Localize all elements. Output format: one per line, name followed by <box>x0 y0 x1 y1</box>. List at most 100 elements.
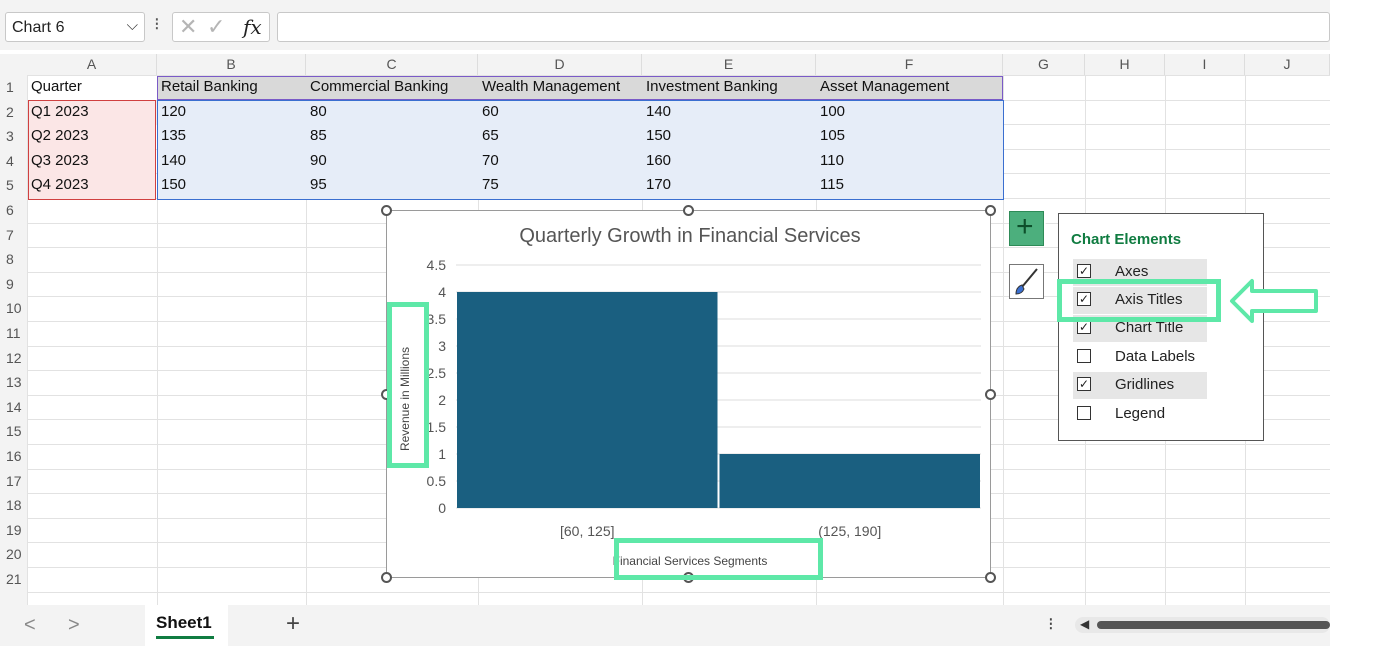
chart-title[interactable]: Quarterly Growth in Financial Services <box>519 225 860 247</box>
row-header-9[interactable]: 9 <box>0 271 27 297</box>
tab-sheet1[interactable]: Sheet1 <box>145 605 228 646</box>
add-sheet-button[interactable]: + <box>286 610 301 637</box>
cell[interactable]: Wealth Management <box>482 78 621 95</box>
cell[interactable]: 140 <box>161 151 187 169</box>
cell[interactable]: 170 <box>646 176 672 194</box>
more-options-icon[interactable]: ⁝ <box>154 14 160 34</box>
column-header-b[interactable]: B <box>157 54 306 75</box>
cell[interactable]: 85 <box>310 127 327 145</box>
cell[interactable]: 65 <box>482 127 499 145</box>
cell[interactable]: 110 <box>820 151 844 169</box>
resize-handle[interactable] <box>985 205 996 216</box>
chart-element-option[interactable]: Data Labels <box>1073 344 1207 371</box>
column-header-h[interactable]: H <box>1085 54 1165 75</box>
resize-handle[interactable] <box>683 205 694 216</box>
row-header-21[interactable]: 21 <box>0 567 27 592</box>
column-header-j[interactable]: J <box>1245 54 1330 75</box>
row-header-16[interactable]: 16 <box>0 444 27 469</box>
row-header-6[interactable]: 6 <box>0 198 27 223</box>
name-box[interactable]: Chart 6 ⌵ <box>5 12 145 42</box>
cell[interactable]: 90 <box>310 151 327 169</box>
row-header-17[interactable]: 17 <box>0 468 27 494</box>
chart-elements-button[interactable]: + <box>1009 210 1044 246</box>
column-header-i[interactable]: I <box>1165 54 1245 75</box>
cell[interactable]: 105 <box>820 127 846 145</box>
cell[interactable]: Investment Banking <box>646 78 778 95</box>
cell[interactable]: 115 <box>820 176 844 194</box>
cell[interactable]: Q1 2023 <box>31 102 89 120</box>
row-header-18[interactable]: 18 <box>0 493 27 518</box>
row-header-7[interactable]: 7 <box>0 222 27 248</box>
cell[interactable]: Q3 2023 <box>31 151 89 169</box>
checkbox-checked-icon[interactable]: ✓ <box>1077 264 1091 278</box>
tab-nav-prev[interactable]: < <box>24 614 36 636</box>
column-header-a[interactable]: A <box>27 54 157 75</box>
bar[interactable] <box>719 454 981 508</box>
more-options-icon[interactable]: ⁝ <box>1048 614 1054 634</box>
column-header-g[interactable]: G <box>1003 54 1085 75</box>
chart-object[interactable]: Quarterly Growth in Financial Services 0… <box>381 205 996 583</box>
cell[interactable]: 70 <box>482 151 499 169</box>
formula-input[interactable] <box>277 12 1330 42</box>
cell[interactable]: Retail Banking <box>161 78 258 95</box>
checkbox-unchecked-icon[interactable] <box>1077 349 1091 363</box>
column-header-e[interactable]: E <box>642 54 816 75</box>
resize-handle[interactable] <box>381 572 392 583</box>
chart-element-option[interactable]: Legend <box>1073 401 1207 428</box>
row-header-12[interactable]: 12 <box>0 345 27 371</box>
row-header-2[interactable]: 2 <box>0 99 27 125</box>
row-header-15[interactable]: 15 <box>0 419 27 444</box>
chart-element-option[interactable]: ✓ Gridlines <box>1073 372 1207 399</box>
x-axis-title[interactable]: Financial Services Segments <box>613 554 768 568</box>
row-header-20[interactable]: 20 <box>0 542 27 567</box>
cell[interactable]: 75 <box>482 176 499 194</box>
enter-icon[interactable]: ✓ <box>207 14 226 39</box>
cell[interactable]: Commercial Banking <box>310 78 449 95</box>
cell[interactable]: 80 <box>310 102 327 120</box>
horizontal-scrollbar[interactable]: ◀ <box>1075 617 1330 633</box>
chevron-down-icon[interactable]: ⌵ <box>126 17 138 34</box>
cell[interactable]: 150 <box>161 176 187 194</box>
tab-nav-next[interactable]: > <box>68 614 80 636</box>
checkbox-checked-icon[interactable]: ✓ <box>1077 377 1091 391</box>
column-header-d[interactable]: D <box>478 54 642 75</box>
cell[interactable]: 160 <box>646 151 672 169</box>
bar[interactable] <box>457 292 718 508</box>
checkbox-checked-icon[interactable]: ✓ <box>1077 320 1091 334</box>
cell[interactable]: Asset Management <box>820 78 950 95</box>
insert-function-icon[interactable]: fx <box>243 15 262 39</box>
row-header-11[interactable]: 11 <box>0 321 27 346</box>
cell[interactable]: Quarter <box>31 78 82 95</box>
row-header-19[interactable]: 19 <box>0 517 27 543</box>
row-header-10[interactable]: 10 <box>0 296 27 321</box>
checkbox-checked-icon[interactable]: ✓ <box>1077 292 1091 306</box>
row-header-13[interactable]: 13 <box>0 370 27 395</box>
cell[interactable]: Q2 2023 <box>31 127 89 145</box>
cell[interactable]: 100 <box>820 102 846 120</box>
cell[interactable]: 135 <box>161 127 187 145</box>
chart-element-option[interactable]: ✓ Axis Titles <box>1073 287 1207 314</box>
chart-styles-button[interactable] <box>1009 264 1044 299</box>
resize-handle[interactable] <box>985 572 996 583</box>
scroll-left-icon[interactable]: ◀ <box>1080 617 1090 631</box>
row-header-1[interactable]: 1 <box>0 75 27 100</box>
row-header-5[interactable]: 5 <box>0 173 27 198</box>
cancel-icon[interactable]: ✕ <box>179 14 198 39</box>
column-header-c[interactable]: C <box>306 54 478 75</box>
cell[interactable]: 140 <box>646 102 672 120</box>
cell[interactable]: 60 <box>482 102 499 120</box>
cell[interactable]: 150 <box>646 127 672 145</box>
checkbox-unchecked-icon[interactable] <box>1077 406 1091 420</box>
row-header-8[interactable]: 8 <box>0 247 27 272</box>
scrollbar-thumb[interactable] <box>1097 621 1330 629</box>
y-axis-title[interactable]: Revenue in Millions <box>398 347 412 451</box>
row-header-3[interactable]: 3 <box>0 124 27 149</box>
row-header-14[interactable]: 14 <box>0 394 27 420</box>
resize-handle[interactable] <box>985 389 996 400</box>
resize-handle[interactable] <box>381 205 392 216</box>
cell[interactable]: Q4 2023 <box>31 176 89 194</box>
cell[interactable]: 120 <box>161 102 187 120</box>
cell[interactable]: 95 <box>310 176 327 194</box>
row-header-4[interactable]: 4 <box>0 148 27 174</box>
column-header-f[interactable]: F <box>816 54 1003 75</box>
